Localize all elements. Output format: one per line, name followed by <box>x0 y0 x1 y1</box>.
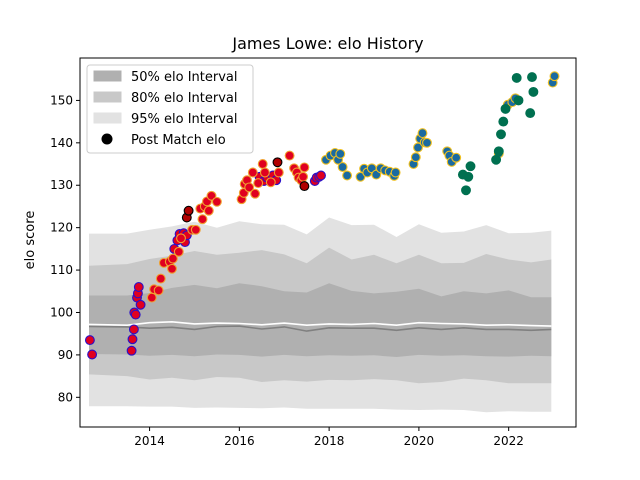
y-tick-label: 130 <box>50 178 73 192</box>
post-match-elo-point <box>206 190 217 201</box>
post-match-elo-point <box>253 178 264 189</box>
y-tick-label: 90 <box>58 348 73 362</box>
post-match-elo-point <box>465 161 476 172</box>
post-match-elo-point <box>87 349 98 360</box>
post-match-elo-point <box>155 273 166 284</box>
legend-box <box>86 64 254 154</box>
y-tick-label: 120 <box>50 221 73 235</box>
post-match-elo-point <box>272 157 283 168</box>
post-match-elo-point <box>273 167 284 178</box>
post-match-elo-point <box>153 285 164 296</box>
post-match-elo-point <box>528 86 539 97</box>
legend: 50% elo Interval 80% elo Interval 95% elo … <box>86 64 254 154</box>
post-match-elo-point <box>417 128 428 139</box>
legend-marker-icon <box>101 133 113 145</box>
post-match-elo-point <box>284 150 295 161</box>
post-match-elo-point <box>410 152 421 163</box>
post-match-elo-point <box>167 253 178 264</box>
post-match-elo-point <box>135 299 146 310</box>
post-match-elo-point <box>390 167 401 178</box>
x-tick-label: 2020 <box>404 434 435 448</box>
post-match-elo-point <box>190 224 201 235</box>
post-match-elo-point <box>247 167 258 178</box>
legend-swatch <box>93 112 122 124</box>
post-match-elo-point <box>265 177 276 188</box>
post-match-elo-point <box>176 233 186 244</box>
post-match-elo-point <box>451 152 462 163</box>
legend-label: 95% elo Interval <box>131 112 238 127</box>
y-tick-label: 140 <box>50 136 73 150</box>
elo-mean-line <box>88 320 552 327</box>
post-match-elo-point <box>183 205 194 216</box>
plot-content <box>84 71 560 413</box>
post-match-elo-point <box>211 196 222 207</box>
post-match-elo-point <box>299 162 310 173</box>
elo-median-line <box>88 325 552 332</box>
legend-label: 80% elo Interval <box>131 91 238 106</box>
post-match-elo-point <box>128 324 139 335</box>
post-match-elo-point <box>257 159 268 169</box>
post-match-elo-point <box>146 292 157 303</box>
post-match-elo-point <box>335 148 346 159</box>
post-match-elo-point <box>527 72 537 83</box>
legend-swatch <box>93 91 122 103</box>
plot-area <box>84 71 560 413</box>
post-match-elo-point <box>130 309 141 320</box>
legend-label: Post Match elo <box>131 133 226 148</box>
post-match-elo-point <box>299 181 310 192</box>
post-match-elo-point <box>316 170 326 181</box>
post-match-elo-point <box>259 167 270 178</box>
x-tick-label: 2016 <box>224 434 255 448</box>
post-match-elo-point <box>525 108 536 119</box>
x-tick-label: 2018 <box>314 434 345 448</box>
post-match-elo-point <box>491 154 502 165</box>
post-match-elo-point <box>463 171 474 182</box>
post-match-elo-point <box>513 95 524 106</box>
post-match-elo-point <box>413 142 423 153</box>
post-match-elo-point <box>167 263 177 274</box>
y-tick-label: 80 <box>58 390 73 404</box>
post-match-elo-point <box>461 185 471 196</box>
axes: 2014 2016 2018 2020 2022 80 90 100 110 120 130 140 1… <box>50 57 577 448</box>
elo-50-interval-band <box>89 283 552 357</box>
post-match-elo-point <box>493 146 504 157</box>
x-tick-label: 2022 <box>493 434 524 448</box>
post-match-elo-point <box>244 182 255 193</box>
post-match-elo-point <box>549 71 560 82</box>
post-match-elo-point <box>197 214 208 225</box>
post-match-elo-point <box>250 188 261 199</box>
post-match-elo-point <box>496 129 506 140</box>
post-match-elo-point <box>422 137 432 148</box>
post-match-elo-point <box>126 345 137 356</box>
y-tick-label: 150 <box>50 93 73 107</box>
chart-title: James Lowe: elo History <box>231 34 423 53</box>
post-match-elo-point <box>173 246 184 257</box>
post-match-elo-point <box>127 334 138 345</box>
post-match-elo-point <box>498 116 509 127</box>
post-match-elo-point <box>337 162 348 172</box>
post-match-elo-point <box>511 72 522 83</box>
legend-label: 50% elo Interval <box>131 70 238 85</box>
y-tick-label: 100 <box>50 305 73 319</box>
post-match-elo-point <box>133 282 144 292</box>
post-match-elo-point <box>203 205 214 216</box>
post-match-elo-point <box>298 171 309 182</box>
post-match-elo-point <box>342 170 353 181</box>
y-axis-label: elo score <box>23 211 38 270</box>
axes-frame <box>79 57 577 428</box>
legend-swatch <box>93 70 122 82</box>
post-match-elo-point <box>84 335 95 346</box>
y-tick-label: 110 <box>50 263 73 277</box>
post-match-elo-point <box>500 103 511 114</box>
x-tick-label: 2014 <box>134 434 165 448</box>
